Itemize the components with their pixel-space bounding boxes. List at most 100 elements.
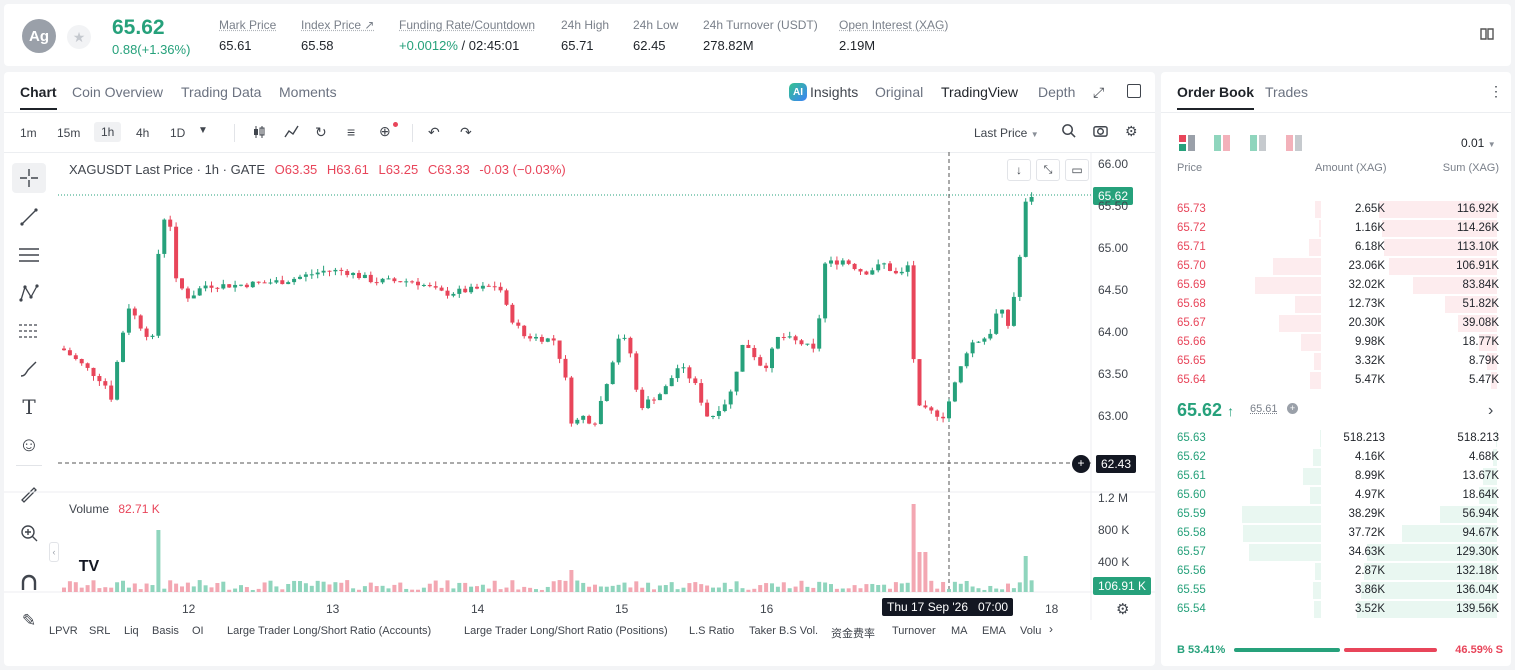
ask-row[interactable]: 65.70 23.06K 106.91K	[1161, 257, 1511, 276]
pencil-lock-icon[interactable]: ✎	[21, 611, 37, 630]
indicator-item[interactable]: Volu	[1020, 625, 1042, 637]
ask-row[interactable]: 65.73 2.65K 116.92K	[1161, 200, 1511, 219]
collapse-icon[interactable]: ⤡	[1036, 159, 1060, 181]
indicator-item[interactable]: OI	[192, 625, 204, 637]
brush-icon[interactable]	[12, 354, 46, 384]
emoji-icon[interactable]: ☺	[18, 433, 40, 456]
indicator-item[interactable]: MA	[951, 625, 968, 637]
view-asks-only-icon[interactable]	[1286, 135, 1302, 154]
favorite-star-icon[interactable]: ★	[67, 25, 91, 49]
indicator-item[interactable]: Large Trader Long/Short Ratio (Positions…	[464, 625, 668, 637]
view-tradingview[interactable]: TradingView	[941, 84, 1019, 100]
bid-row[interactable]: 65.57 34.63K 129.30K	[1161, 543, 1511, 562]
ask-row[interactable]: 65.69 32.02K 83.84K	[1161, 276, 1511, 295]
candle-body	[628, 337, 633, 354]
timeframe-15m[interactable]: 15m	[57, 126, 81, 140]
ask-row[interactable]: 65.72 1.16K 114.26K	[1161, 219, 1511, 238]
view-bids-only-icon[interactable]	[1250, 135, 1266, 154]
ai-insights-icon[interactable]: AI	[789, 83, 807, 101]
price-source-select[interactable]: Last Price ▼	[974, 126, 1039, 140]
bid-row[interactable]: 65.58 37.72K 94.67K	[1161, 524, 1511, 543]
price-chart[interactable]	[4, 72, 1155, 620]
replay-icon[interactable]: ↻	[315, 124, 327, 140]
bid-row[interactable]: 65.54 3.52K 139.56K	[1161, 600, 1511, 619]
indicators-icon[interactable]	[284, 124, 300, 143]
timeframe-4h[interactable]: 4h	[136, 126, 150, 140]
collapse-toolbar-icon[interactable]: ‹	[49, 542, 59, 562]
indicator-item[interactable]: SRL	[89, 625, 111, 637]
bid-row[interactable]: 65.62 4.16K 4.68K	[1161, 448, 1511, 467]
pattern-tool-icon[interactable]	[12, 278, 46, 308]
tab-moments[interactable]: Moments	[279, 84, 337, 100]
tab-order-book[interactable]: Order Book	[1177, 84, 1255, 110]
indicator-item[interactable]: 资金费率	[831, 628, 875, 640]
bid-row[interactable]: 65.55 3.86K 136.04K	[1161, 581, 1511, 600]
view-both-icon[interactable]	[1179, 135, 1195, 154]
camera-icon[interactable]	[1093, 123, 1108, 141]
more-options-icon[interactable]: ⋮	[1489, 83, 1503, 99]
tab-trades[interactable]: Trades	[1265, 84, 1309, 100]
indicator-item[interactable]: Large Trader Long/Short Ratio (Accounts)	[227, 625, 432, 637]
maximize-pane-icon[interactable]: ▭	[1065, 159, 1089, 181]
text-tool-icon[interactable]: T	[22, 395, 36, 419]
expand-icon[interactable]: ⤢	[1093, 84, 1105, 100]
undo-icon[interactable]: ↶	[428, 124, 440, 140]
horizontal-lines-icon[interactable]	[12, 240, 46, 270]
chevron-right-icon[interactable]: ›	[1488, 402, 1494, 419]
scroll-down-icon[interactable]: ↓	[1007, 159, 1031, 181]
chart-settings-icon[interactable]: ⚙	[1116, 601, 1130, 618]
bid-row[interactable]: 65.63 518.213 518.213	[1161, 429, 1511, 448]
guide-book-icon[interactable]	[1479, 26, 1497, 44]
candle-body	[392, 278, 397, 282]
indicator-item[interactable]: EMA	[982, 625, 1006, 637]
crosshair-icon[interactable]	[12, 163, 46, 193]
timeframe-1h[interactable]: 1h	[94, 122, 122, 142]
mid-mark-price: 65.61	[1250, 403, 1278, 415]
fullscreen-icon[interactable]	[1127, 84, 1141, 98]
trend-line-icon[interactable]	[12, 202, 46, 232]
bid-row[interactable]: 65.61 8.99K 13.67K	[1161, 467, 1511, 486]
ask-row[interactable]: 65.67 20.30K 39.08K	[1161, 314, 1511, 333]
ask-row[interactable]: 65.65 3.32K 8.79K	[1161, 352, 1511, 371]
tab-chart[interactable]: Chart	[20, 84, 57, 110]
volume-bar	[657, 585, 662, 592]
settings-gear-icon[interactable]: ⚙	[1125, 123, 1138, 139]
ask-row[interactable]: 65.68 12.73K 51.82K	[1161, 295, 1511, 314]
indicator-item[interactable]: Turnover	[892, 625, 936, 637]
ask-row[interactable]: 65.66 9.98K 18.77K	[1161, 333, 1511, 352]
view-insights[interactable]: Insights	[810, 84, 859, 100]
candle-type-icon[interactable]	[252, 124, 268, 143]
tab-coin-overview[interactable]: Coin Overview	[72, 84, 164, 100]
view-bids-icon[interactable]	[1214, 135, 1230, 154]
ask-row[interactable]: 65.71 6.18K 113.10K	[1161, 238, 1511, 257]
add-order-icon[interactable]: +	[1072, 455, 1090, 473]
timeframe-1d[interactable]: 1D	[170, 126, 186, 140]
indicator-item[interactable]: LPVR	[49, 625, 78, 637]
view-original[interactable]: Original	[875, 84, 924, 100]
timeframe-dropdown-icon[interactable]: ▼	[198, 125, 208, 136]
bid-row[interactable]: 65.56 2.87K 132.18K	[1161, 562, 1511, 581]
magnet-icon[interactable]	[12, 568, 46, 598]
indicator-item[interactable]: L.S Ratio	[689, 625, 735, 637]
indicator-item[interactable]: Taker B.S Vol.	[749, 625, 819, 637]
precision-select[interactable]: 0.01 ▼	[1461, 136, 1496, 150]
indicator-item[interactable]: Liq	[124, 625, 139, 637]
stat-index-price[interactable]: Index Price ↗ 65.58	[301, 18, 375, 53]
indicator-scroll-right-icon[interactable]: ›	[1049, 622, 1053, 636]
bid-row[interactable]: 65.60 4.97K 18.64K	[1161, 486, 1511, 505]
volume-bar	[923, 552, 928, 592]
candle-body	[298, 276, 302, 279]
ask-row[interactable]: 65.64 5.47K 5.47K	[1161, 371, 1511, 390]
tab-trading-data[interactable]: Trading Data	[181, 84, 262, 100]
search-icon[interactable]	[1061, 123, 1076, 141]
view-depth[interactable]: Depth	[1038, 84, 1076, 100]
indicator-item[interactable]: Basis	[152, 625, 179, 637]
zoom-in-icon[interactable]	[12, 518, 46, 548]
redo-icon[interactable]: ↷	[460, 124, 472, 140]
add-alert-icon[interactable]: ⊕	[379, 122, 398, 140]
bid-row[interactable]: 65.59 38.29K 56.94K	[1161, 505, 1511, 524]
volume-bar	[834, 588, 839, 592]
fib-tool-icon[interactable]	[12, 316, 46, 346]
timeframe-1m[interactable]: 1m	[20, 126, 37, 140]
templates-icon[interactable]: ≡	[347, 124, 356, 140]
